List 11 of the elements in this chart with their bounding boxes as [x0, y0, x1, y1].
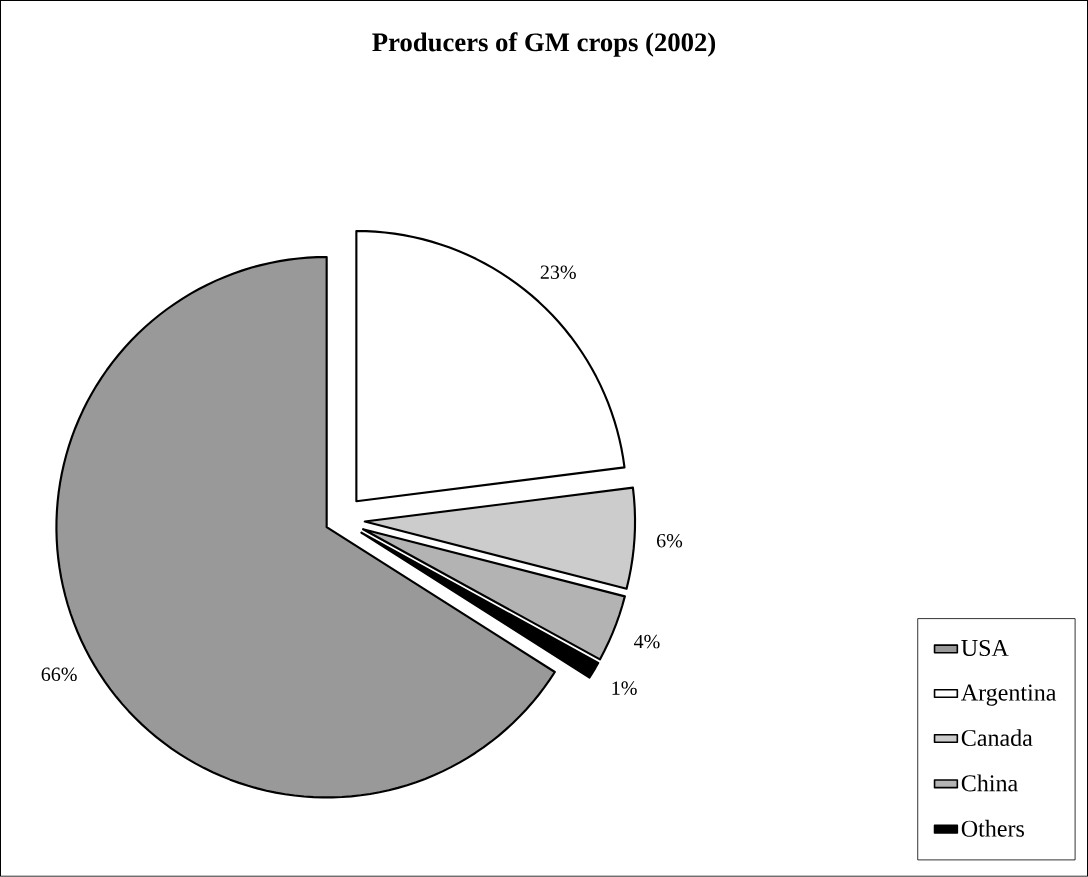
data-label: 66%	[41, 667, 77, 682]
data-label: 6%	[656, 534, 683, 548]
legend-label: Others	[961, 819, 1024, 837]
data-label: 1%	[612, 681, 637, 696]
legend-label: China	[961, 774, 1018, 792]
data-label: 4%	[633, 634, 660, 649]
chart-title: Producers of GM crops (2002)	[372, 32, 716, 57]
legend-label: USA	[961, 640, 1009, 657]
data-label: 23%	[540, 265, 576, 280]
legend-label: Canada	[961, 729, 1033, 747]
legend-label: Argentina	[961, 684, 1057, 706]
